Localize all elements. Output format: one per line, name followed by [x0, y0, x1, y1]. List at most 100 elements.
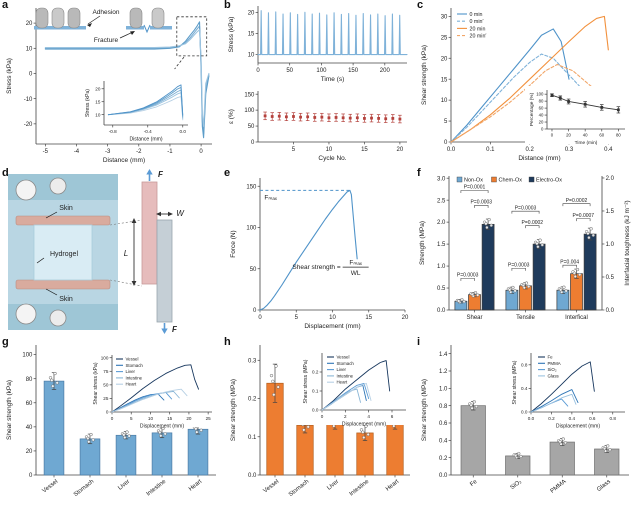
svg-text:-4: -4 [74, 149, 80, 155]
svg-text:Stomach: Stomach [126, 363, 144, 368]
svg-text:Non-Ox: Non-Ox [464, 178, 483, 184]
svg-text:0: 0 [541, 127, 544, 132]
roller-icon [49, 309, 67, 327]
svg-text:Shear strength (kPa): Shear strength (kPa) [6, 380, 13, 440]
svg-text:75: 75 [103, 369, 109, 374]
svg-text:0.8: 0.8 [521, 362, 528, 367]
svg-text:15: 15 [167, 416, 173, 421]
chart-svg-f: 0.0 0.5 1.0 1.5 2.0 2.5 3.0 0.0 0.5 1.0 1.5 2.0 Stre… [419, 176, 631, 321]
svg-text:0.6: 0.6 [589, 416, 596, 421]
svg-text:3.0: 3.0 [437, 176, 446, 182]
svg-text:0.6: 0.6 [439, 421, 448, 427]
svg-text:Heart: Heart [126, 382, 138, 387]
svg-text:Shear: Shear [466, 315, 482, 321]
svg-text:Fₘₐₓ: Fₘₐₓ [264, 194, 277, 201]
svg-text:Stomach: Stomach [73, 479, 95, 498]
svg-text:Vessel: Vessel [263, 479, 281, 495]
chart-svg-b_top: 0 50 100 150 200 10 15 20 Time (s) Stress (kPa) [228, 6, 408, 83]
svg-text:0: 0 [251, 140, 255, 146]
panel-f: f 0.0 0.5 1.0 1.5 2.0 2.5 3.0 0.0 0.5 1.0 1.5 2.0 St… [415, 167, 636, 337]
svg-text:-0.4: -0.4 [144, 129, 152, 134]
svg-text:25: 25 [103, 396, 109, 401]
panel-label-f: f [417, 167, 421, 179]
svg-text:20: 20 [26, 21, 33, 27]
svg-text:Cycle No.: Cycle No. [318, 155, 346, 162]
svg-text:50: 50 [248, 124, 255, 130]
svg-text:20 min: 20 min [470, 26, 486, 32]
svg-text:2.0: 2.0 [606, 176, 615, 182]
roller-icon [15, 303, 37, 325]
svg-text:Shear strength (MPa): Shear strength (MPa) [421, 379, 428, 441]
svg-text:Displacement (mm): Displacement (mm) [342, 421, 386, 427]
svg-text:Displacement (mm): Displacement (mm) [556, 423, 600, 429]
svg-text:P=0.0007: P=0.0007 [573, 213, 595, 219]
panel-b: b 0 50 100 150 200 10 15 20 Time (s) Stress (kPa)… [222, 0, 415, 168]
chart-svg-e: 0 5 10 15 20 0 50 100 150 Displacement (mm) Force … [230, 178, 409, 330]
svg-text:Time (s): Time (s) [321, 76, 345, 83]
svg-text:SiO₂: SiO₂ [548, 367, 557, 372]
panel-label-i: i [417, 336, 421, 348]
svg-text:1.5: 1.5 [437, 242, 446, 248]
hydrogel-label: Hydrogel [50, 251, 78, 258]
svg-text:Time (min): Time (min) [575, 140, 598, 146]
svg-text:P=0.0003: P=0.0003 [515, 205, 537, 211]
svg-text:50: 50 [250, 267, 257, 273]
svg-text:15: 15 [441, 77, 448, 83]
chart-c: 0.0 0.1 0.2 0.3 0.4 0 5 10 15 20 25 30 Distance (mm)… [415, 0, 636, 168]
svg-text:0: 0 [253, 308, 257, 314]
panel-label-d: d [2, 167, 9, 179]
svg-text:200: 200 [380, 68, 391, 74]
svg-text:Interfacial toughness (kJ m⁻²): Interfacial toughness (kJ m⁻²) [624, 200, 631, 285]
chart-i: 0.0 0.2 0.4 0.6 0.8 1.0 1.2 1.4 Shear strength (… [415, 337, 636, 505]
svg-text:80: 80 [616, 133, 621, 138]
svg-text:Heart: Heart [188, 479, 204, 493]
svg-text:PMMA: PMMA [548, 361, 561, 366]
svg-text:20: 20 [26, 449, 33, 455]
svg-text:0: 0 [106, 410, 109, 415]
svg-text:30: 30 [441, 14, 448, 20]
svg-text:0 min′: 0 min′ [470, 19, 484, 25]
svg-text:Shear strength (kPa): Shear strength (kPa) [421, 45, 428, 105]
force-bottom-label: F [172, 325, 178, 334]
svg-text:0.0: 0.0 [312, 408, 319, 413]
lap-shear-diagram: Skin Hydrogel Skin F F L W [8, 169, 185, 334]
svg-text:-10: -10 [24, 97, 33, 103]
svg-text:100: 100 [22, 353, 33, 359]
svg-text:60: 60 [599, 133, 604, 138]
backing-plate [156, 219, 173, 323]
chart-h: 0.0 0.1 0.2 0.3 Shear strength (MPa) Vessel St… [222, 337, 415, 505]
roller-icon [15, 179, 37, 201]
length-label: L [124, 249, 128, 258]
svg-text:Stress (kPa): Stress (kPa) [6, 58, 13, 94]
svg-text:Tensile: Tensile [516, 315, 535, 321]
svg-text:20: 20 [402, 315, 409, 321]
svg-text:Stress (kPa): Stress (kPa) [85, 89, 91, 117]
length-arrowhead-top [131, 218, 137, 223]
svg-text:Vessel: Vessel [126, 357, 139, 362]
svg-text:P=0.004: P=0.004 [560, 259, 579, 265]
svg-text:25: 25 [206, 416, 212, 421]
svg-text:25: 25 [441, 35, 448, 41]
width-arrowhead-right [168, 211, 173, 217]
svg-text:-20: -20 [24, 122, 33, 128]
svg-text:Shear stress (MPa): Shear stress (MPa) [512, 360, 518, 404]
svg-text:0.8: 0.8 [610, 416, 617, 421]
svg-text:Stomach: Stomach [288, 479, 310, 498]
svg-text:Fe: Fe [469, 478, 479, 487]
svg-text:2.5: 2.5 [437, 198, 446, 204]
svg-text:0: 0 [258, 315, 262, 321]
svg-text:1.4: 1.4 [439, 352, 448, 358]
svg-text:0: 0 [29, 72, 33, 78]
chart-f: 0.0 0.5 1.0 1.5 2.0 2.5 3.0 0.0 0.5 1.0 1.5 2.0 Stre… [415, 168, 636, 336]
panel-g: g 0 20 40 60 80 100 Shear strength (kPa) Vessel… [0, 336, 222, 505]
svg-text:0.8: 0.8 [439, 404, 448, 410]
svg-text:80: 80 [539, 99, 544, 104]
chart-svg-b_bottom: 5 10 15 20 0 50 100 150 Cycle No. ε (%) [228, 91, 407, 162]
svg-text:150: 150 [348, 68, 359, 74]
panel-label-c: c [417, 0, 424, 11]
svg-text:5: 5 [444, 119, 448, 125]
svg-text:1.0: 1.0 [437, 264, 446, 270]
skin-plate [141, 181, 158, 285]
svg-text:0.0: 0.0 [437, 308, 446, 314]
svg-text:0.0: 0.0 [606, 308, 615, 314]
